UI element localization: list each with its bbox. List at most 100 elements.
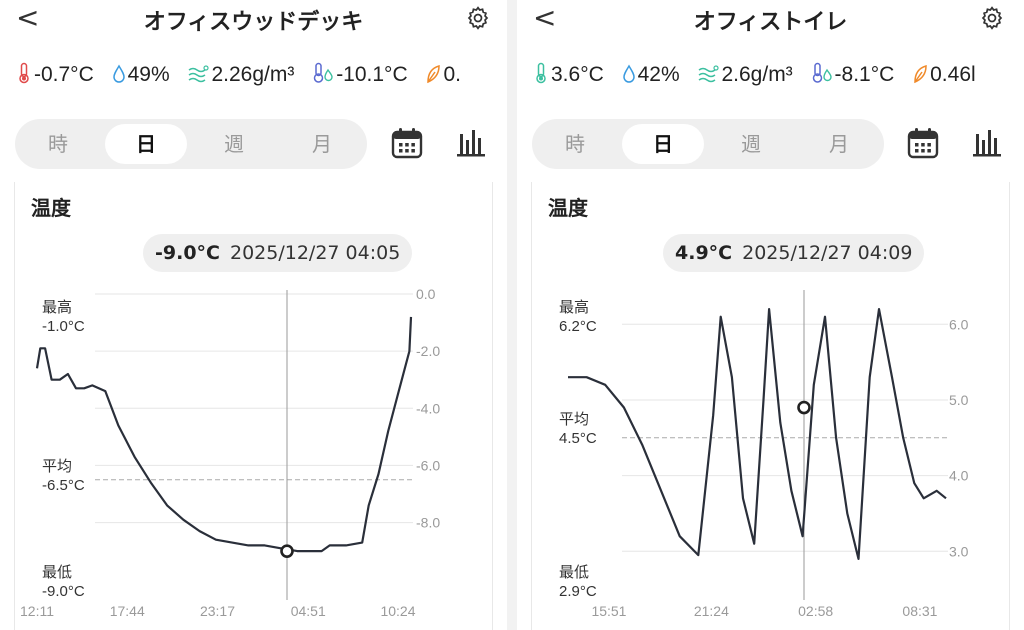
dew-point-icon [313, 62, 333, 83]
period-tabs: 時 日 週 月 [15, 119, 367, 169]
sensor-readings: -0.7°C 49% 2.26g/m³ -10.1°C 0. [16, 62, 473, 94]
sensor-value: 0. [443, 62, 461, 86]
sensor-temperature: -0.7°C [16, 62, 94, 87]
stat-average: 平均 4.5°C [559, 410, 597, 448]
tab-day[interactable]: 日 [622, 124, 704, 164]
sensor-dew-point: -10.1°C [312, 62, 408, 87]
header: < オフィスウッドデッキ [0, 0, 507, 38]
sensor-temperature: 3.6°C [533, 62, 604, 87]
back-button[interactable]: < [533, 1, 557, 34]
readout-time: 2025/12/27 04:09 [742, 242, 913, 264]
calendar-icon[interactable] [907, 126, 939, 160]
bar-chart-icon[interactable] [455, 126, 487, 160]
x-tick-label: 02:58 [798, 603, 833, 619]
cursor-point [797, 400, 811, 415]
gear-icon[interactable] [465, 5, 491, 31]
stat-max-label: 最高 [42, 299, 73, 316]
y-tick-label: 6.0 [949, 316, 969, 332]
cursor-point [280, 544, 294, 558]
stat-min-label: 最低 [559, 564, 590, 581]
sensor-extra: 0. [425, 63, 461, 87]
thermometer-icon [19, 62, 29, 84]
sensor-value: 2.6g/m³ [721, 62, 793, 86]
bar-chart-icon[interactable] [971, 126, 1003, 160]
y-tick-label: 5.0 [949, 392, 969, 408]
absolute-humidity-icon [699, 64, 720, 82]
stat-min-label: 最低 [42, 564, 73, 581]
sensor-extra: 0.46l [912, 63, 976, 87]
header: < オフィストイレ [517, 0, 1024, 38]
sensor-value: -10.1°C [336, 63, 408, 86]
sensor-value: 0.46l [930, 62, 976, 86]
y-tick-label: -4.0 [416, 400, 440, 416]
x-tick-label: 04:51 [291, 603, 326, 619]
tab-month[interactable]: 月 [312, 132, 332, 156]
readout-time: 2025/12/27 04:05 [230, 242, 401, 264]
sensor-value: 3.6°C [551, 63, 604, 86]
stat-max-value: -1.0°C [42, 318, 85, 335]
stat-max-value: 6.2°C [559, 318, 597, 335]
tab-hour[interactable]: 時 [48, 132, 68, 156]
absolute-humidity-icon [189, 64, 210, 82]
y-tick-label: -6.0 [416, 457, 440, 473]
temperature-chart[interactable]: 6.0 5.0 4.0 3.0 15:51 21:24 02:58 08:31 [532, 282, 1011, 622]
y-tick-label: 4.0 [949, 468, 969, 484]
readout-value: -9.0°C [155, 242, 220, 264]
stat-average: 平均 -6.5°C [42, 457, 85, 495]
sensor-value: -8.1°C [834, 63, 895, 86]
y-tick-label: 3.0 [949, 543, 969, 559]
tab-day[interactable]: 日 [105, 124, 187, 164]
stat-average-label: 平均 [42, 458, 73, 475]
y-tick-label: -2.0 [416, 343, 440, 359]
sensor-value: -0.7°C [34, 63, 94, 86]
selected-readout: -9.0°C 2025/12/27 04:05 [143, 234, 413, 272]
x-tick-label: 15:51 [591, 603, 626, 619]
leaf-icon [914, 64, 927, 83]
temperature-card: 温度 4.9°C 2025/12/27 04:09 6.0 5.0 4.0 3.0 15:… [531, 182, 1010, 630]
tab-week[interactable]: 週 [224, 132, 244, 156]
x-tick-label: 21:24 [694, 603, 729, 619]
sensor-value: 42% [637, 62, 680, 86]
panel-office-wood-deck: < オフィスウッドデッキ -0.7°C 49% 2.26g/m³ -10.1°C… [0, 0, 507, 630]
tab-week[interactable]: 週 [741, 132, 761, 156]
temperature-chart[interactable]: 0.0 -2.0 -4.0 -6.0 -8.0 12:11 17:44 23:17 04:51 1… [15, 282, 494, 622]
x-tick-label: 23:17 [200, 603, 235, 619]
stat-max: 最高 6.2°C [559, 298, 597, 336]
dew-point-icon [812, 62, 832, 83]
stat-max-label: 最高 [559, 299, 590, 316]
x-tick-label: 17:44 [110, 603, 145, 619]
sensor-humidity: 42% [622, 63, 680, 87]
thermometer-icon [536, 62, 546, 84]
sensor-dew-point: -8.1°C [811, 62, 895, 87]
temperature-card: 温度 -9.0°C 2025/12/27 04:05 0.0 -2.0 -4.0 -6.… [14, 182, 493, 630]
y-tick-label: -8.0 [416, 515, 440, 531]
card-title: 温度 [31, 196, 71, 220]
sensor-value: 49% [127, 62, 170, 86]
sensor-absolute-humidity: 2.26g/m³ [187, 63, 294, 87]
stat-max: 最高 -1.0°C [42, 298, 85, 336]
tab-hour[interactable]: 時 [565, 132, 585, 156]
calendar-icon[interactable] [391, 126, 423, 160]
stat-min: 最低 2.9°C [559, 563, 597, 601]
period-tabs: 時 日 週 月 [532, 119, 884, 169]
panel-divider [507, 0, 517, 630]
stat-min-value: 2.9°C [559, 583, 597, 600]
panel-office-toilet: < オフィストイレ 3.6°C 42% 2.6g/m³ -8.1°C 0.46l… [517, 0, 1024, 630]
stat-average-label: 平均 [559, 411, 590, 428]
sensor-value: 2.26g/m³ [211, 62, 295, 86]
humidity-drop-icon [112, 64, 125, 83]
back-button[interactable]: < [16, 1, 40, 34]
tab-month[interactable]: 月 [829, 132, 849, 156]
x-tick-label: 10:24 [380, 603, 415, 619]
stat-average-value: 4.5°C [559, 430, 597, 447]
stat-min: 最低 -9.0°C [42, 563, 85, 601]
x-tick-label: 08:31 [902, 603, 937, 619]
stat-min-value: -9.0°C [42, 583, 85, 600]
x-tick-label: 12:11 [20, 603, 54, 619]
gear-icon[interactable] [979, 5, 1005, 31]
leaf-icon [427, 64, 441, 83]
selected-readout: 4.9°C 2025/12/27 04:09 [663, 234, 925, 272]
sensor-absolute-humidity: 2.6g/m³ [697, 62, 793, 87]
readout-value: 4.9°C [675, 242, 733, 264]
y-tick-label: 0.0 [416, 286, 436, 302]
